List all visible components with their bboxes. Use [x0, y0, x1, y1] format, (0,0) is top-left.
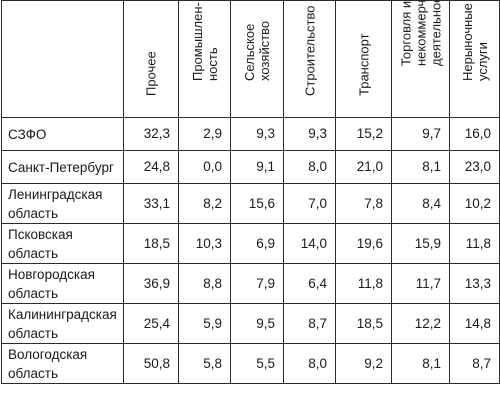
column-header: Прочее [123, 0, 179, 118]
column-header-label: Прочее [143, 51, 159, 96]
value-cell: 8,7 [283, 303, 336, 344]
value-cell: 8,0 [283, 150, 336, 184]
column-header: Торговля и некоммерческая деятельность [391, 0, 450, 118]
value-cell: 5,9 [178, 303, 231, 344]
table-row: СЗФО 32,3 2,9 9,3 9,3 15,2 9,7 16,0 [1, 117, 500, 151]
value-cell: 14,8 [449, 303, 500, 344]
value-cell: 24,8 [123, 150, 179, 184]
region-cell: Новгородская область [1, 263, 124, 304]
region-cell: Ленинградская область [1, 183, 124, 224]
region-cell: Вологодская область [1, 343, 124, 384]
value-cell: 2,9 [178, 117, 231, 151]
value-cell: 8,0 [283, 343, 336, 384]
column-header-label: Торговля и некоммерческая деятельность [398, 1, 443, 66]
column-header-label: Транспорт [356, 33, 371, 96]
value-cell: 15,2 [335, 117, 392, 151]
value-cell: 14,0 [283, 223, 336, 264]
value-cell: 15,9 [391, 223, 450, 264]
table-row: Новгородская область 36,9 8,8 7,9 6,4 11… [1, 263, 500, 304]
table-row: Псковская область 18,5 10,3 6,9 14,0 19,… [1, 223, 500, 264]
value-cell: 9,7 [391, 117, 450, 151]
value-cell: 18,5 [335, 303, 392, 344]
value-cell: 32,3 [123, 117, 179, 151]
value-cell: 25,4 [123, 303, 179, 344]
value-cell: 16,0 [449, 117, 500, 151]
value-cell: 50,8 [123, 343, 179, 384]
table-row: Вологодская область 50,8 5,8 5,5 8,0 9,2… [1, 343, 500, 384]
value-cell: 33,1 [123, 183, 179, 224]
value-cell: 8,1 [391, 343, 450, 384]
column-header: Транспорт [335, 0, 392, 118]
value-cell: 11,8 [449, 223, 500, 264]
region-cell: Псковская область [1, 223, 124, 264]
value-cell: 9,3 [283, 117, 336, 151]
column-header-label: Нерыночные услуги [459, 3, 490, 81]
table-row: Калининградская область 25,4 5,9 9,5 8,7… [1, 303, 500, 344]
value-cell: 23,0 [449, 150, 500, 184]
region-cell: СЗФО [1, 117, 124, 151]
value-cell: 5,5 [230, 343, 284, 384]
value-cell: 8,2 [178, 183, 231, 224]
value-cell: 8,1 [391, 150, 450, 184]
value-cell: 7,0 [283, 183, 336, 224]
value-cell: 11,8 [335, 263, 392, 304]
value-cell: 15,6 [230, 183, 284, 224]
value-cell: 0,0 [178, 150, 231, 184]
value-cell: 7,9 [230, 263, 284, 304]
region-cell: Калининградская область [1, 303, 124, 344]
value-cell: 9,5 [230, 303, 284, 344]
value-cell: 18,5 [123, 223, 179, 264]
column-header-label: Промышлен- ность [189, 2, 220, 81]
header-row: Прочее Промышлен- ность Сельское хозяйст… [1, 0, 500, 118]
column-header: Сельское хозяйство [230, 0, 284, 118]
column-header: Нерыночные услуги [449, 0, 500, 118]
value-cell: 6,4 [283, 263, 336, 304]
column-header: Промышлен- ность [178, 0, 231, 118]
column-header-label: Сельское хозяйство [242, 20, 272, 81]
value-cell: 8,4 [391, 183, 450, 224]
header-corner-cell [1, 0, 124, 118]
value-cell: 8,7 [449, 343, 500, 384]
value-cell: 11,7 [391, 263, 450, 304]
value-cell: 8,8 [178, 263, 231, 304]
column-header: Строительство [283, 0, 336, 118]
column-header-label: Строительство [302, 5, 317, 96]
value-cell: 10,2 [449, 183, 500, 224]
value-cell: 9,2 [335, 343, 392, 384]
value-cell: 7,8 [335, 183, 392, 224]
value-cell: 21,0 [335, 150, 392, 184]
region-cell: Санкт-Петербург [1, 150, 124, 184]
value-cell: 5,8 [178, 343, 231, 384]
table-row: Ленинградская область 33,1 8,2 15,6 7,0 … [1, 183, 500, 224]
value-cell: 12,2 [391, 303, 450, 344]
value-cell: 13,3 [449, 263, 500, 304]
value-cell: 9,1 [230, 150, 284, 184]
value-cell: 19,6 [335, 223, 392, 264]
value-cell: 10,3 [178, 223, 231, 264]
data-table: Прочее Промышлен- ность Сельское хозяйст… [1, 0, 500, 384]
value-cell: 9,3 [230, 117, 284, 151]
value-cell: 6,9 [230, 223, 284, 264]
table-row: Санкт-Петербург 24,8 0,0 9,1 8,0 21,0 8,… [1, 150, 500, 184]
value-cell: 36,9 [123, 263, 179, 304]
